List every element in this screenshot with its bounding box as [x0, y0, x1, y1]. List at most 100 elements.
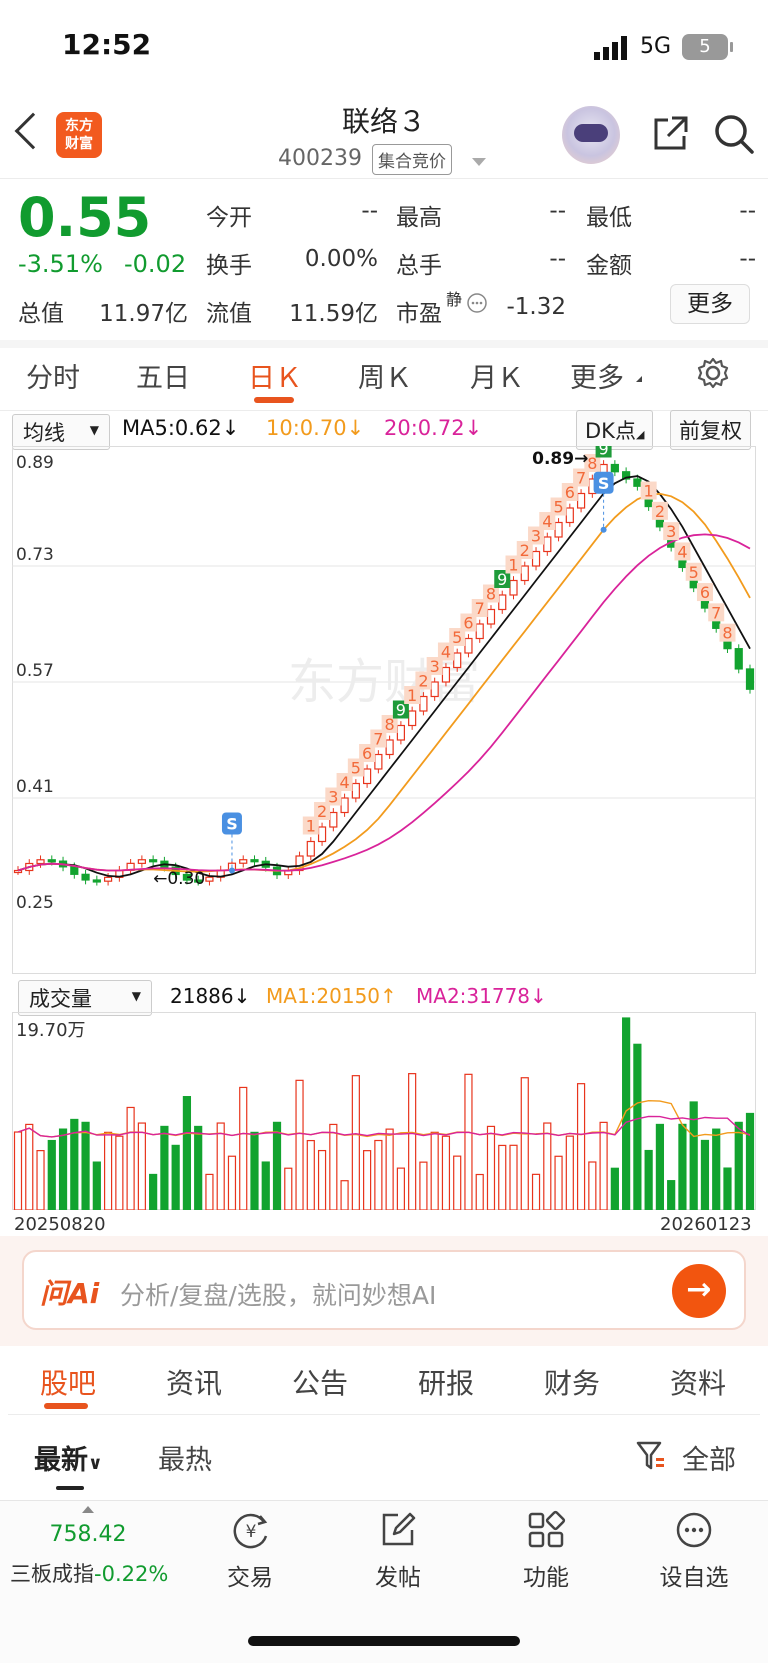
- ai-logo: 问Ai: [40, 1277, 100, 1310]
- volume-bar: [385, 1128, 394, 1210]
- volume-bar: [149, 1173, 158, 1210]
- volume-bar: [261, 1161, 270, 1210]
- count-label: 8: [385, 715, 395, 734]
- sort-hottest[interactable]: 最热: [158, 1445, 212, 1476]
- tab-finance[interactable]: 财务: [544, 1367, 601, 1400]
- volume-bar: [272, 1121, 282, 1210]
- candle: [374, 753, 383, 770]
- expand-up-icon[interactable]: [82, 1506, 94, 1513]
- count-badge: [696, 583, 713, 602]
- content-tab-indicator: [44, 1403, 88, 1409]
- nav-post[interactable]: 发帖: [375, 1565, 421, 1591]
- count-label: 6: [700, 583, 710, 602]
- candle: [408, 710, 417, 727]
- volume-dropdown[interactable]: 成交量 ▼: [18, 980, 152, 1016]
- count-label: 2: [418, 672, 428, 691]
- ai-input-placeholder[interactable]: 分析/复盘/选股，就问妙想AI: [120, 1281, 437, 1310]
- nav-functions[interactable]: 功能: [523, 1565, 569, 1591]
- tab-weekly-k[interactable]: 周Ｋ: [358, 363, 412, 394]
- chevron-down-icon[interactable]: [472, 158, 486, 166]
- nav-add-watchlist[interactable]: 设自选: [659, 1565, 729, 1591]
- info-dots-icon[interactable]: [466, 292, 488, 314]
- tab-forum[interactable]: 股吧: [40, 1367, 97, 1400]
- volume-bar: [70, 1118, 79, 1210]
- tab-five-day[interactable]: 五日: [136, 363, 190, 394]
- candle: [81, 873, 90, 881]
- indicator-dropdown[interactable]: 均线 ▼: [12, 414, 110, 450]
- arrow-down-icon: ↓: [233, 984, 251, 1008]
- signal-label: S: [598, 474, 610, 493]
- volume-bar: [250, 1131, 259, 1210]
- count-badge: [482, 584, 499, 603]
- tab-intraday[interactable]: 分时: [26, 363, 80, 394]
- volume-bar: [126, 1106, 135, 1210]
- count-badge: [460, 613, 477, 632]
- trade-yen-icon[interactable]: ¥: [230, 1510, 272, 1550]
- amount-label: 金额: [586, 253, 632, 279]
- vol-ma1-label: MA1:20150↑: [266, 984, 397, 1008]
- nav-trade[interactable]: 交易: [227, 1565, 273, 1591]
- count-badge: [381, 715, 398, 733]
- volume-bar: [441, 1135, 451, 1210]
- turnover-value: 0.00%: [304, 246, 378, 272]
- count-label: 7: [373, 730, 383, 749]
- functions-grid-icon[interactable]: [526, 1510, 566, 1550]
- volume-bar: [520, 1077, 529, 1210]
- vol-ma2-label: MA2:31778↓: [416, 984, 547, 1008]
- candle: [576, 492, 586, 509]
- candle: [622, 471, 631, 480]
- index-value[interactable]: 758.42: [49, 1522, 127, 1547]
- candle: [340, 797, 349, 814]
- filter-icon[interactable]: [636, 1440, 666, 1472]
- candle: [498, 594, 507, 611]
- index-ticker[interactable]: 三板成指-0.22%: [10, 1562, 169, 1586]
- gear-icon[interactable]: [696, 356, 730, 390]
- count-label: 6: [362, 744, 372, 763]
- stock-code: 400239: [278, 146, 362, 171]
- arrow-up-icon: ↑: [380, 984, 397, 1008]
- sort-newest[interactable]: 最新∨: [34, 1445, 103, 1476]
- search-icon[interactable]: [712, 112, 756, 156]
- ai-search-bar[interactable]: [22, 1250, 746, 1330]
- filter-all[interactable]: 全部: [682, 1445, 736, 1476]
- tab-monthly-k[interactable]: 月Ｋ: [470, 363, 524, 394]
- volume-bar: [47, 1139, 56, 1210]
- count-badge: [573, 468, 590, 487]
- ai-submit-arrow-icon[interactable]: →: [672, 1264, 726, 1318]
- volume-chart[interactable]: [12, 1012, 756, 1210]
- ma5-line: [17, 475, 751, 878]
- count-label: 7: [475, 599, 485, 618]
- tab-announcements[interactable]: 公告: [292, 1367, 349, 1400]
- share-icon[interactable]: [648, 112, 692, 156]
- dk-point-button[interactable]: DK点◢: [576, 410, 654, 450]
- count-badge: [708, 603, 725, 622]
- count-badge: [516, 541, 533, 559]
- low-price-label: ←0.30: [153, 869, 205, 889]
- post-edit-icon[interactable]: [378, 1510, 418, 1550]
- tab-news[interactable]: 资讯: [166, 1367, 223, 1400]
- more-options-icon[interactable]: [674, 1510, 714, 1550]
- volume-bar: [340, 1180, 349, 1210]
- volume-frame: [12, 1012, 756, 1210]
- y-tick-label: 0.57: [16, 661, 54, 681]
- volume-dropdown-label: 成交量: [29, 987, 92, 1011]
- volume-bar: [25, 1123, 34, 1210]
- more-button[interactable]: 更多: [670, 284, 750, 324]
- signal-badge: [221, 812, 242, 835]
- tab-daily-k[interactable]: 日Ｋ: [248, 363, 302, 394]
- count-label: 8: [486, 585, 496, 604]
- candle: [103, 876, 113, 882]
- candle: [441, 666, 451, 683]
- tab-more[interactable]: 更多: [570, 363, 624, 394]
- candle: [396, 724, 405, 741]
- kline-chart[interactable]: 0.890.730.570.410.25东方财富1234567891234567…: [12, 446, 756, 974]
- volume-bar: [194, 1125, 203, 1210]
- candle: [363, 768, 372, 785]
- volume-bar: [531, 1173, 541, 1210]
- pe-label: 市盈: [396, 301, 442, 327]
- tab-profile[interactable]: 资料: [670, 1367, 727, 1400]
- volume-bar: [667, 1180, 676, 1210]
- tab-research[interactable]: 研报: [418, 1367, 475, 1400]
- adjust-button[interactable]: 前复权: [670, 410, 751, 450]
- count-label: 1: [306, 817, 316, 836]
